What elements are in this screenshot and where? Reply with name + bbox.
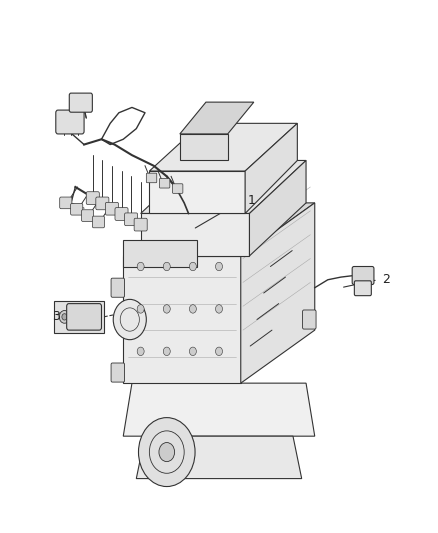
Circle shape bbox=[163, 347, 170, 356]
FancyBboxPatch shape bbox=[115, 208, 128, 220]
Polygon shape bbox=[149, 171, 245, 214]
FancyBboxPatch shape bbox=[92, 216, 105, 228]
Polygon shape bbox=[123, 256, 241, 383]
FancyBboxPatch shape bbox=[159, 179, 170, 188]
FancyBboxPatch shape bbox=[106, 203, 118, 215]
Circle shape bbox=[163, 305, 170, 313]
Circle shape bbox=[159, 442, 175, 462]
FancyBboxPatch shape bbox=[111, 278, 124, 297]
FancyBboxPatch shape bbox=[124, 213, 138, 225]
FancyBboxPatch shape bbox=[134, 218, 147, 231]
FancyBboxPatch shape bbox=[71, 204, 83, 215]
FancyBboxPatch shape bbox=[56, 110, 84, 134]
Circle shape bbox=[62, 314, 67, 320]
Circle shape bbox=[189, 305, 196, 313]
Circle shape bbox=[137, 347, 144, 356]
FancyBboxPatch shape bbox=[86, 192, 99, 205]
Polygon shape bbox=[180, 134, 228, 160]
FancyBboxPatch shape bbox=[352, 266, 374, 285]
FancyBboxPatch shape bbox=[60, 197, 72, 209]
Polygon shape bbox=[241, 203, 315, 383]
Circle shape bbox=[138, 418, 195, 487]
Circle shape bbox=[113, 300, 146, 340]
Circle shape bbox=[137, 262, 144, 271]
Text: 3: 3 bbox=[52, 310, 60, 324]
FancyBboxPatch shape bbox=[81, 210, 94, 221]
FancyBboxPatch shape bbox=[111, 363, 124, 382]
Circle shape bbox=[215, 305, 223, 313]
Circle shape bbox=[59, 311, 70, 323]
FancyBboxPatch shape bbox=[67, 304, 102, 330]
Text: 2: 2 bbox=[382, 273, 390, 286]
FancyBboxPatch shape bbox=[303, 310, 316, 329]
Polygon shape bbox=[123, 240, 197, 266]
Circle shape bbox=[215, 347, 223, 356]
Polygon shape bbox=[141, 214, 250, 256]
FancyBboxPatch shape bbox=[146, 173, 157, 183]
Circle shape bbox=[189, 347, 196, 356]
Polygon shape bbox=[149, 123, 297, 171]
Circle shape bbox=[163, 262, 170, 271]
Polygon shape bbox=[123, 383, 315, 436]
Circle shape bbox=[189, 262, 196, 271]
Polygon shape bbox=[245, 123, 297, 214]
Polygon shape bbox=[180, 102, 254, 134]
Polygon shape bbox=[141, 160, 306, 214]
Polygon shape bbox=[123, 203, 315, 256]
Circle shape bbox=[215, 262, 223, 271]
FancyBboxPatch shape bbox=[96, 197, 109, 210]
FancyBboxPatch shape bbox=[69, 93, 92, 112]
FancyBboxPatch shape bbox=[173, 184, 183, 193]
FancyBboxPatch shape bbox=[354, 281, 371, 296]
Polygon shape bbox=[53, 301, 104, 333]
Text: 1: 1 bbox=[247, 193, 255, 207]
Polygon shape bbox=[250, 160, 306, 256]
Polygon shape bbox=[136, 436, 302, 479]
Circle shape bbox=[137, 305, 144, 313]
